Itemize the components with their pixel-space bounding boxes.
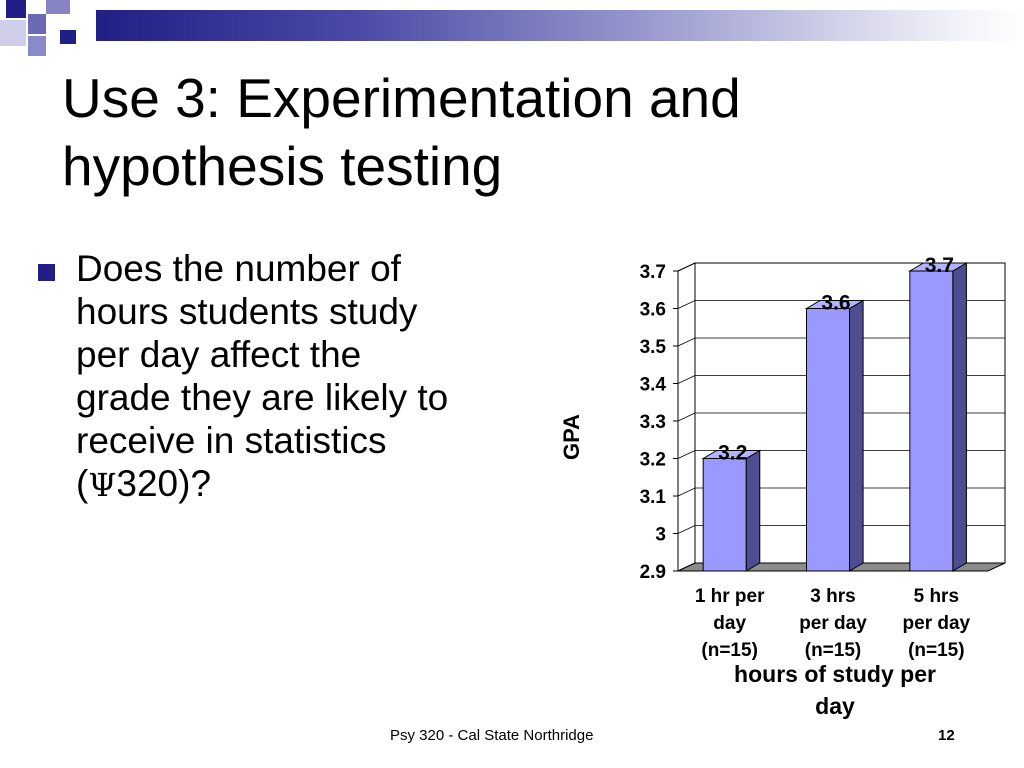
bullet-text: Does the number of hours students study …	[76, 247, 538, 507]
y-tick-label: 3.1	[640, 487, 667, 508]
x-category-label: day	[713, 613, 746, 634]
gridline	[677, 412, 1005, 422]
footer-text: Psy 320 - Cal State Northridge	[390, 727, 594, 744]
psi-symbol: Ψ	[88, 466, 117, 504]
bullet-line-3: per day affect the	[76, 334, 362, 375]
gridline	[677, 375, 1005, 384]
x-category-label: per day	[799, 613, 867, 634]
gridline	[677, 450, 1005, 459]
gridline	[677, 487, 1005, 497]
x-category-label: 3 hrs	[810, 586, 855, 607]
y-axis-label: GPA	[559, 414, 584, 460]
bar-side	[745, 449, 761, 572]
x-category-label: 5 hrs	[914, 586, 959, 607]
bar	[909, 270, 954, 572]
data-label: 3.2	[718, 442, 747, 465]
bullet-line-1: Does the number of	[76, 248, 401, 289]
y-tick-label: 3.4	[640, 375, 667, 396]
x-axis-label-line-2: day	[815, 693, 855, 719]
x-axis-label-line-1: hours of study per	[734, 661, 936, 687]
x-category-label: (n=15)	[701, 640, 758, 661]
header-gradient-bar	[96, 10, 1024, 41]
bullet-point: Does the number of hours students study …	[38, 247, 538, 507]
y-tick-label: 3.7	[640, 262, 666, 283]
data-label: 3.7	[925, 254, 954, 277]
y-tick-label: 3	[655, 525, 666, 546]
bar-side	[952, 262, 967, 572]
title-line-2: hypothesis testing	[62, 135, 503, 197]
bullet-line-4: grade they are likely to	[76, 377, 449, 418]
bar-side	[849, 299, 864, 572]
gridline	[677, 300, 1005, 309]
x-category-label: (n=15)	[805, 640, 862, 661]
bar	[806, 308, 850, 572]
bullet-line-5: receive in statistics	[76, 420, 387, 461]
y-tick-label: 2.9	[640, 562, 666, 583]
gridline	[677, 562, 1005, 572]
title-line-1: Use 3: Experimentation and	[62, 67, 741, 129]
gpa-bar-chart: 2.9 3 3.1 3.2 3.3 3.4 3.5 3.6 3.7 3.2 1 hr per day (…	[559, 254, 1006, 719]
page-number: 12	[938, 727, 955, 744]
slide-title: Use 3: Experimentation and hypothesis te…	[62, 64, 962, 200]
square-bullet-icon	[38, 264, 55, 281]
x-category-label: (n=15)	[908, 640, 965, 661]
gridline	[677, 262, 1005, 272]
x-category-label: per day	[903, 613, 971, 634]
y-tick-label: 3.2	[640, 450, 666, 471]
corner-decoration	[0, 0, 76, 56]
y-tick-label: 3.5	[640, 337, 667, 358]
x-category-label: 1 hr per	[695, 586, 765, 607]
gridline	[677, 525, 1005, 534]
data-label: 3.6	[821, 292, 850, 315]
bar	[702, 458, 747, 572]
bullet-line-6: 320)?	[116, 463, 212, 504]
y-tick-label: 3.6	[640, 300, 666, 321]
gridline	[677, 337, 1005, 347]
y-tick-label: 3.3	[640, 412, 666, 433]
bullet-line-6-open: (	[76, 463, 89, 504]
bullet-line-2: hours students study	[76, 291, 418, 332]
